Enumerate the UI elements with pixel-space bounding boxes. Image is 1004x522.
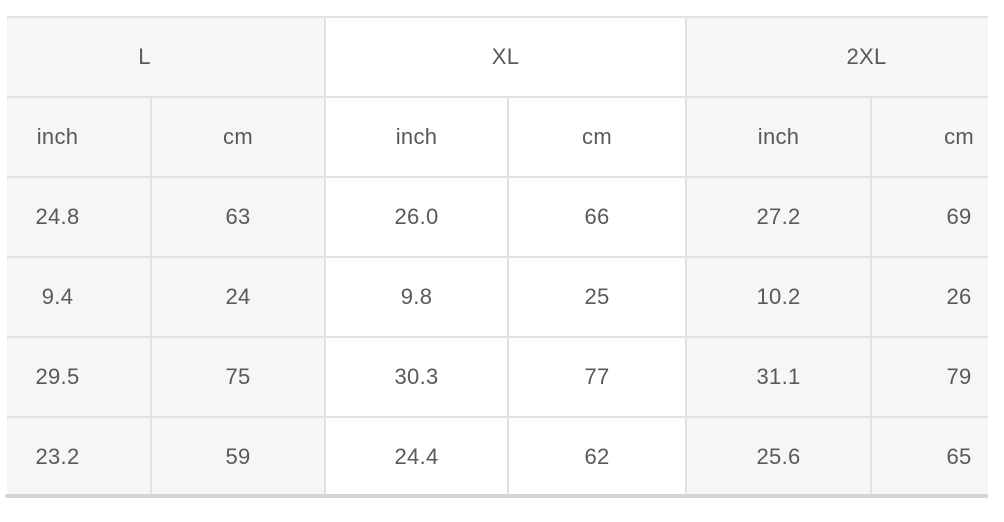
unit-header-l-cm: cm [149,96,327,178]
measurement-cell: 63 [149,176,327,258]
measurement-cell: 26 [870,256,988,338]
measurement-cell: 9.4 [7,256,152,338]
measurement-cell: 77 [507,336,688,418]
measurement-row: 29.5 75 30.3 77 31.1 79 [7,336,988,418]
unit-header-xl-inch: inch [324,96,510,178]
measurement-cell: 31.1 [685,336,873,418]
measurement-cell: 65 [870,416,988,498]
measurement-cell: 29.5 [7,336,152,418]
measurement-cell: 26.0 [324,176,510,258]
size-group-header-2xl: 2XL [685,16,988,98]
measurement-cell: 24.8 [7,176,152,258]
unit-header-2xl-cm: cm [870,96,988,178]
measurement-cell: 79 [870,336,988,418]
measurement-cell: 66 [507,176,688,258]
measurement-cell: 75 [149,336,327,418]
measurement-cell: 24.4 [324,416,510,498]
measurement-cell: 24 [149,256,327,338]
measurement-cell: 30.3 [324,336,510,418]
measurement-cell: 25.6 [685,416,873,498]
measurement-cell: 25 [507,256,688,338]
measurement-cell: 62 [507,416,688,498]
measurement-cell: 27.2 [685,176,873,258]
measurement-cell: 9.8 [324,256,510,338]
horizontal-scrollbar-thumb[interactable] [5,494,988,498]
size-table-scroll-viewport[interactable]: L XL 2XL inch cm inch cm inch cm 24.8 63 [7,16,988,498]
size-chart-table: L XL 2XL inch cm inch cm inch cm 24.8 63 [7,16,988,498]
measurement-row: 24.8 63 26.0 66 27.2 69 [7,176,988,258]
measurement-cell: 59 [149,416,327,498]
size-group-header-row: L XL 2XL [7,16,988,98]
measurement-cell: 69 [870,176,988,258]
unit-header-l-inch: inch [7,96,152,178]
measurement-cell: 23.2 [7,416,152,498]
size-group-header-xl: XL [324,16,688,98]
unit-header-row: inch cm inch cm inch cm [7,96,988,178]
measurement-cell: 10.2 [685,256,873,338]
unit-header-2xl-inch: inch [685,96,873,178]
measurement-row: 9.4 24 9.8 25 10.2 26 [7,256,988,338]
unit-header-xl-cm: cm [507,96,688,178]
measurement-row: 23.2 59 24.4 62 25.6 65 [7,416,988,498]
size-group-header-l: L [7,16,327,98]
